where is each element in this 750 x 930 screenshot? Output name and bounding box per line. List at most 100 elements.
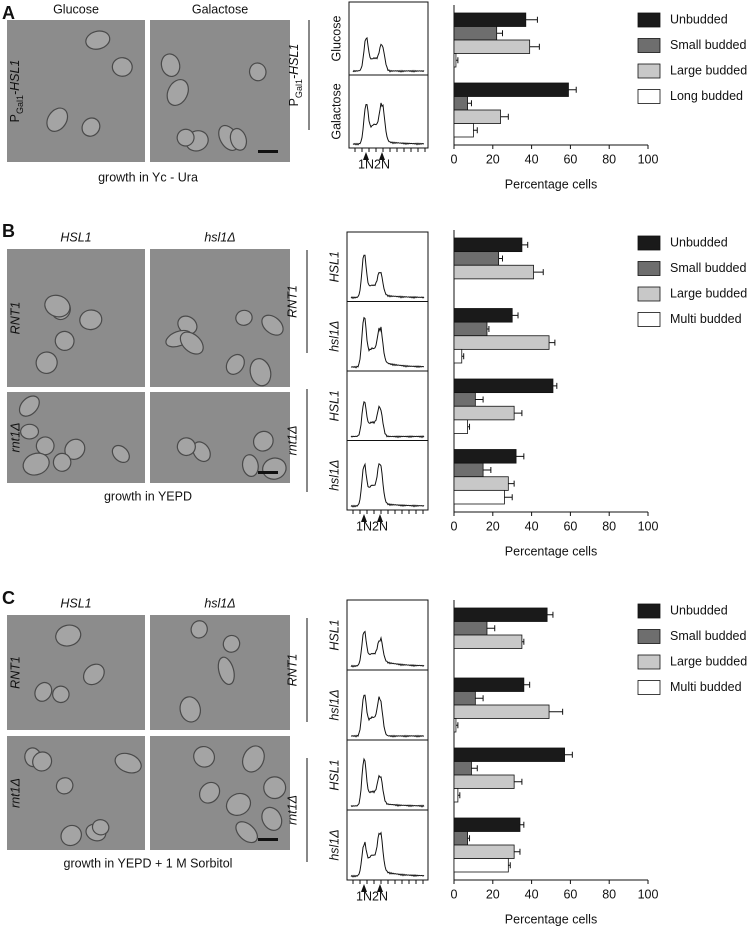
error-bar [467, 423, 471, 430]
row-label: RNT1 [8, 656, 22, 689]
cell [20, 423, 40, 440]
facs-histogram [350, 630, 425, 668]
bar [453, 123, 474, 138]
cell [91, 819, 110, 836]
cell [111, 444, 130, 463]
x-axis-label: Percentage cells [505, 544, 597, 558]
facs-histogram [350, 757, 425, 808]
legend-swatch [637, 63, 661, 79]
facs-group-label: PGal1-HSL1 [287, 44, 304, 107]
cell [192, 441, 211, 463]
x-tick-label: 80 [602, 519, 616, 533]
x-tick-label: 40 [525, 887, 539, 901]
cell [241, 454, 259, 478]
error-bar [461, 353, 465, 360]
bar [453, 264, 534, 280]
legend-label: Small budded [670, 629, 746, 643]
legend-swatch [637, 89, 661, 104]
x-tick-label: 60 [563, 519, 577, 533]
error-bar [486, 625, 496, 632]
facs-label: HSL1 [327, 619, 341, 650]
legend-swatch [637, 603, 661, 619]
column-label: hsl1Δ [204, 230, 235, 244]
bar [453, 761, 472, 776]
bar [453, 82, 569, 97]
cell [193, 745, 216, 768]
error-bar [514, 848, 521, 855]
bar [453, 718, 457, 733]
bar [453, 831, 468, 846]
error-bar [475, 396, 484, 403]
error-bar [564, 751, 573, 758]
facs-histogram [350, 831, 425, 878]
facs-marker-label: 1N [356, 889, 372, 903]
legend-label: Long budded [670, 89, 743, 103]
x-axis-label: Percentage cells [505, 177, 597, 191]
x-axis-label: Percentage cells [505, 912, 597, 926]
legend-swatch [637, 629, 661, 644]
facs-arrow [379, 152, 385, 160]
bar [453, 39, 531, 54]
bar [453, 419, 468, 434]
cell [176, 128, 195, 147]
bar [453, 251, 500, 266]
facs-arrow [377, 514, 383, 522]
bar [453, 53, 457, 68]
cell [235, 309, 253, 326]
bar [453, 392, 476, 407]
column-label: hsl1Δ [204, 596, 235, 610]
bar [453, 747, 565, 762]
bar [453, 476, 509, 491]
error-bar [486, 325, 490, 332]
error-bar [457, 792, 461, 799]
cell [60, 824, 82, 847]
error-bar [500, 113, 509, 120]
error-bar [549, 339, 556, 346]
error-bar [471, 765, 478, 772]
panel-letter: B [2, 221, 15, 241]
legend-label: Unbudded [670, 12, 728, 26]
error-bar [504, 494, 513, 501]
cell [46, 107, 69, 132]
legend-swatch [637, 12, 661, 28]
legend-swatch [637, 680, 661, 695]
cell [263, 776, 287, 800]
bar [453, 308, 513, 323]
x-tick-label: 20 [486, 519, 500, 533]
cell [55, 777, 74, 795]
growth-condition: growth in YEPD [104, 489, 192, 503]
error-bar [467, 100, 472, 107]
column-label: HSL1 [60, 596, 91, 610]
legend-label: Large budded [670, 286, 747, 300]
error-bar [512, 312, 519, 319]
x-tick-label: 0 [451, 152, 458, 166]
legend-label: Unbudded [670, 235, 728, 249]
facs-label: hsl1Δ [327, 321, 341, 352]
cell [111, 57, 133, 77]
legend-swatch [637, 261, 661, 276]
growth-condition: growth in Yc - Ura [98, 170, 198, 184]
bar [453, 621, 488, 636]
facs-label: Galactose [329, 83, 343, 139]
facs-histogram [350, 254, 425, 300]
facs-histogram [352, 36, 425, 73]
bar [453, 335, 550, 350]
label-part: P [8, 114, 22, 122]
x-tick-label: 0 [451, 519, 458, 533]
facs-marker-label: 2N [372, 889, 388, 903]
error-bar [498, 255, 503, 262]
cell [52, 452, 72, 472]
facs-marker-label: 2N [374, 157, 390, 171]
x-tick-label: 20 [486, 152, 500, 166]
error-bar [496, 30, 503, 37]
cell [44, 294, 71, 318]
column-label: Glucose [53, 2, 99, 16]
error-bar [519, 821, 525, 828]
error-bar [568, 86, 577, 93]
scale-bar [258, 150, 278, 153]
error-bar [521, 638, 525, 645]
facs-histogram [350, 694, 425, 738]
cell [179, 696, 202, 723]
legend-label: Unbudded [670, 603, 728, 617]
x-tick-label: 0 [451, 887, 458, 901]
